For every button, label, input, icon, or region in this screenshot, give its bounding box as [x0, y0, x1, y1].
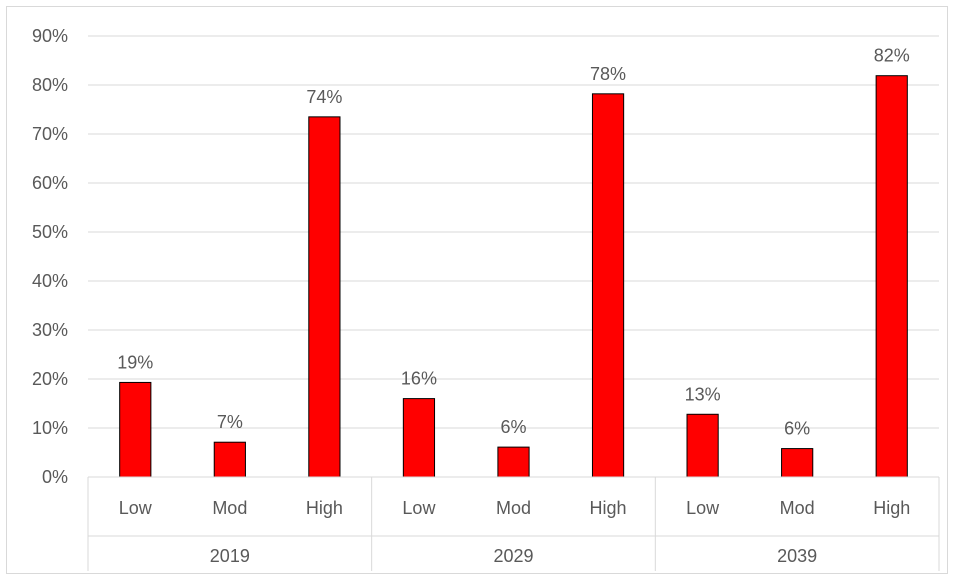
y-tick-label: 30%: [32, 320, 68, 340]
group-label: 2029: [493, 546, 533, 566]
y-tick-label: 0%: [42, 467, 68, 487]
y-tick-label: 80%: [32, 75, 68, 95]
x-tick-label: Mod: [212, 498, 247, 518]
gridlines: [88, 35, 939, 429]
bar: [591, 93, 625, 478]
y-tick-label: 90%: [32, 26, 68, 46]
x-tick-label: Mod: [780, 498, 815, 518]
bar: [308, 116, 341, 478]
y-tick-label: 10%: [32, 418, 68, 438]
bar: [402, 398, 436, 478]
x-tick-label: High: [306, 498, 343, 518]
axes: [87, 476, 940, 571]
data-label: 6%: [784, 419, 810, 439]
chart-frame: 0% 10% 20% 30% 40% 50% 60% 70% 80% 90% 19% Low 7% Mod…: [6, 6, 948, 574]
bar: [781, 448, 814, 478]
x-tick-label: Mod: [496, 498, 531, 518]
data-label: 7%: [217, 412, 243, 432]
y-tick-label: 60%: [32, 173, 68, 193]
data-label: 74%: [306, 87, 342, 107]
x-tick-label: Low: [686, 498, 720, 518]
data-label: 19%: [117, 352, 153, 372]
y-tick-label: 20%: [32, 369, 68, 389]
group-label: 2039: [777, 546, 817, 566]
y-tick-label: 70%: [32, 124, 68, 144]
data-label: 16%: [401, 369, 437, 389]
bar: [497, 446, 530, 478]
bar: [686, 413, 719, 478]
y-tick-label: 50%: [32, 222, 68, 242]
y-tick-label: 40%: [32, 271, 68, 291]
group-label: 2019: [210, 546, 250, 566]
x-tick-label: High: [873, 498, 910, 518]
x-tick-label: High: [590, 498, 627, 518]
bars: [119, 75, 908, 478]
data-label: 82%: [874, 46, 910, 66]
data-label: 6%: [500, 417, 526, 437]
data-label: 78%: [590, 64, 626, 84]
bar: [875, 75, 908, 478]
bar: [213, 441, 246, 478]
x-tick-label: Low: [402, 498, 436, 518]
labels: 0% 10% 20% 30% 40% 50% 60% 70% 80% 90% 19% Low 7% Mod…: [32, 26, 910, 566]
data-label: 13%: [685, 384, 721, 404]
bar-chart: 0% 10% 20% 30% 40% 50% 60% 70% 80% 90% 19% Low 7% Mod…: [32, 26, 940, 571]
x-tick-label: Low: [119, 498, 153, 518]
bar: [119, 381, 152, 478]
